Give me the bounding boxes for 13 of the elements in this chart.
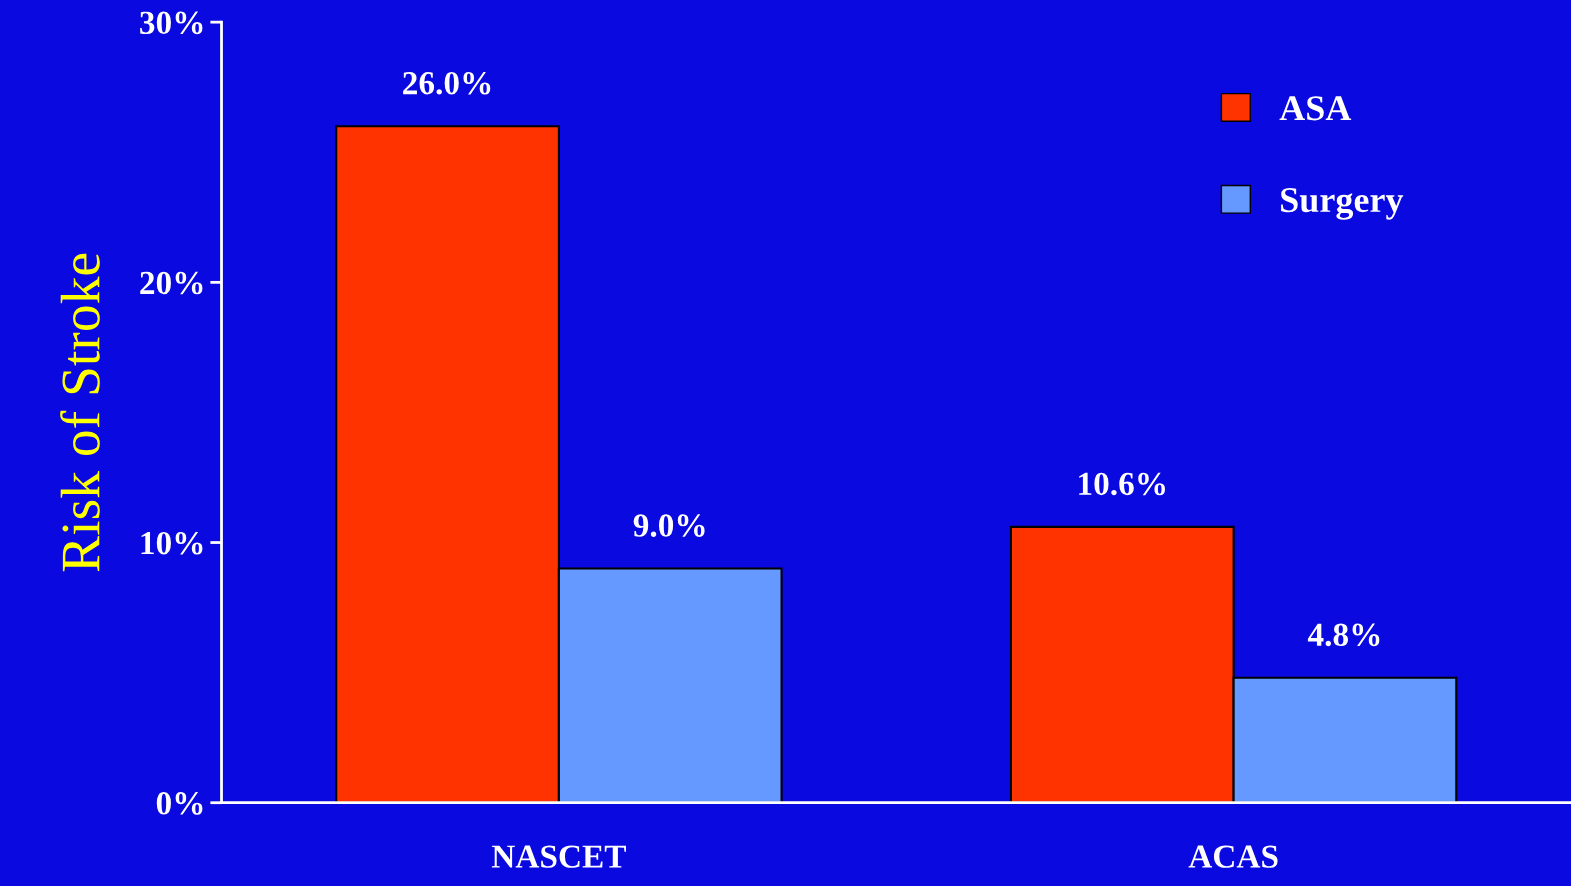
data-label: 10.6% (1079, 472, 1165, 496)
legend-label: Surgery (1281, 187, 1404, 220)
data-label: 4.8% (1307, 623, 1380, 647)
x-tick-label: NASCET (491, 845, 626, 868)
y-axis-title: Risk of Stroke (60, 253, 100, 572)
data-label: 9.0% (633, 514, 705, 537)
legend-label: ASA (1279, 96, 1352, 121)
y-tick-label: 30% (140, 11, 203, 35)
y-tick-label: 10% (141, 531, 203, 555)
y-tick-label: 20% (140, 271, 203, 295)
y-tick-label: 0% (156, 792, 203, 815)
x-tick-label: ACAS (1188, 845, 1278, 868)
data-label: 26.0% (403, 71, 491, 95)
